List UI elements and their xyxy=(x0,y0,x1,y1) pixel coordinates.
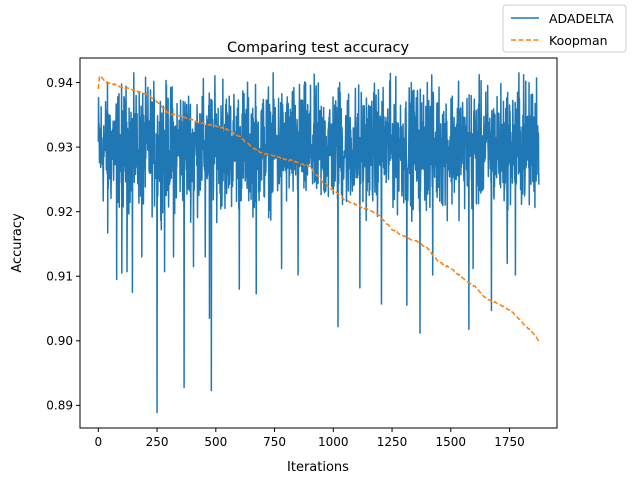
x-tick-label: 1000 xyxy=(318,435,349,449)
x-tick-label: 1500 xyxy=(436,435,467,449)
x-axis: 0 250 500 750 1000 1250 1500 1750 xyxy=(95,428,525,449)
series-line-koopman xyxy=(97,75,540,342)
x-tick-label: 1250 xyxy=(377,435,408,449)
chart-title: Comparing test accuracy xyxy=(227,40,409,56)
x-tick-label: 0 xyxy=(95,435,103,449)
y-tick-label: 0.92 xyxy=(46,205,73,219)
legend-label-adadelta: ADADELTA xyxy=(549,11,614,26)
x-tick-label: 1750 xyxy=(494,435,525,449)
legend-label-koopman: Koopman xyxy=(549,33,608,48)
x-axis-label: Iterations xyxy=(287,460,349,475)
y-tick-label: 0.94 xyxy=(46,76,73,90)
legend: ADADELTA Koopman xyxy=(502,4,627,53)
plot-frame xyxy=(79,57,558,429)
y-tick-label: 0.91 xyxy=(46,270,73,284)
series-layer xyxy=(97,72,540,414)
y-axis: 0.89 0.90 0.91 0.92 0.93 0.94 xyxy=(46,76,80,413)
series-line-adadelta xyxy=(97,72,540,414)
x-tick-label: 500 xyxy=(204,435,227,449)
y-tick-label: 0.89 xyxy=(46,399,73,413)
y-tick-label: 0.90 xyxy=(46,334,73,348)
x-tick-label: 750 xyxy=(263,435,286,449)
y-tick-label: 0.93 xyxy=(46,140,73,154)
x-tick-label: 250 xyxy=(146,435,169,449)
y-axis-label: Accuracy xyxy=(10,213,25,273)
